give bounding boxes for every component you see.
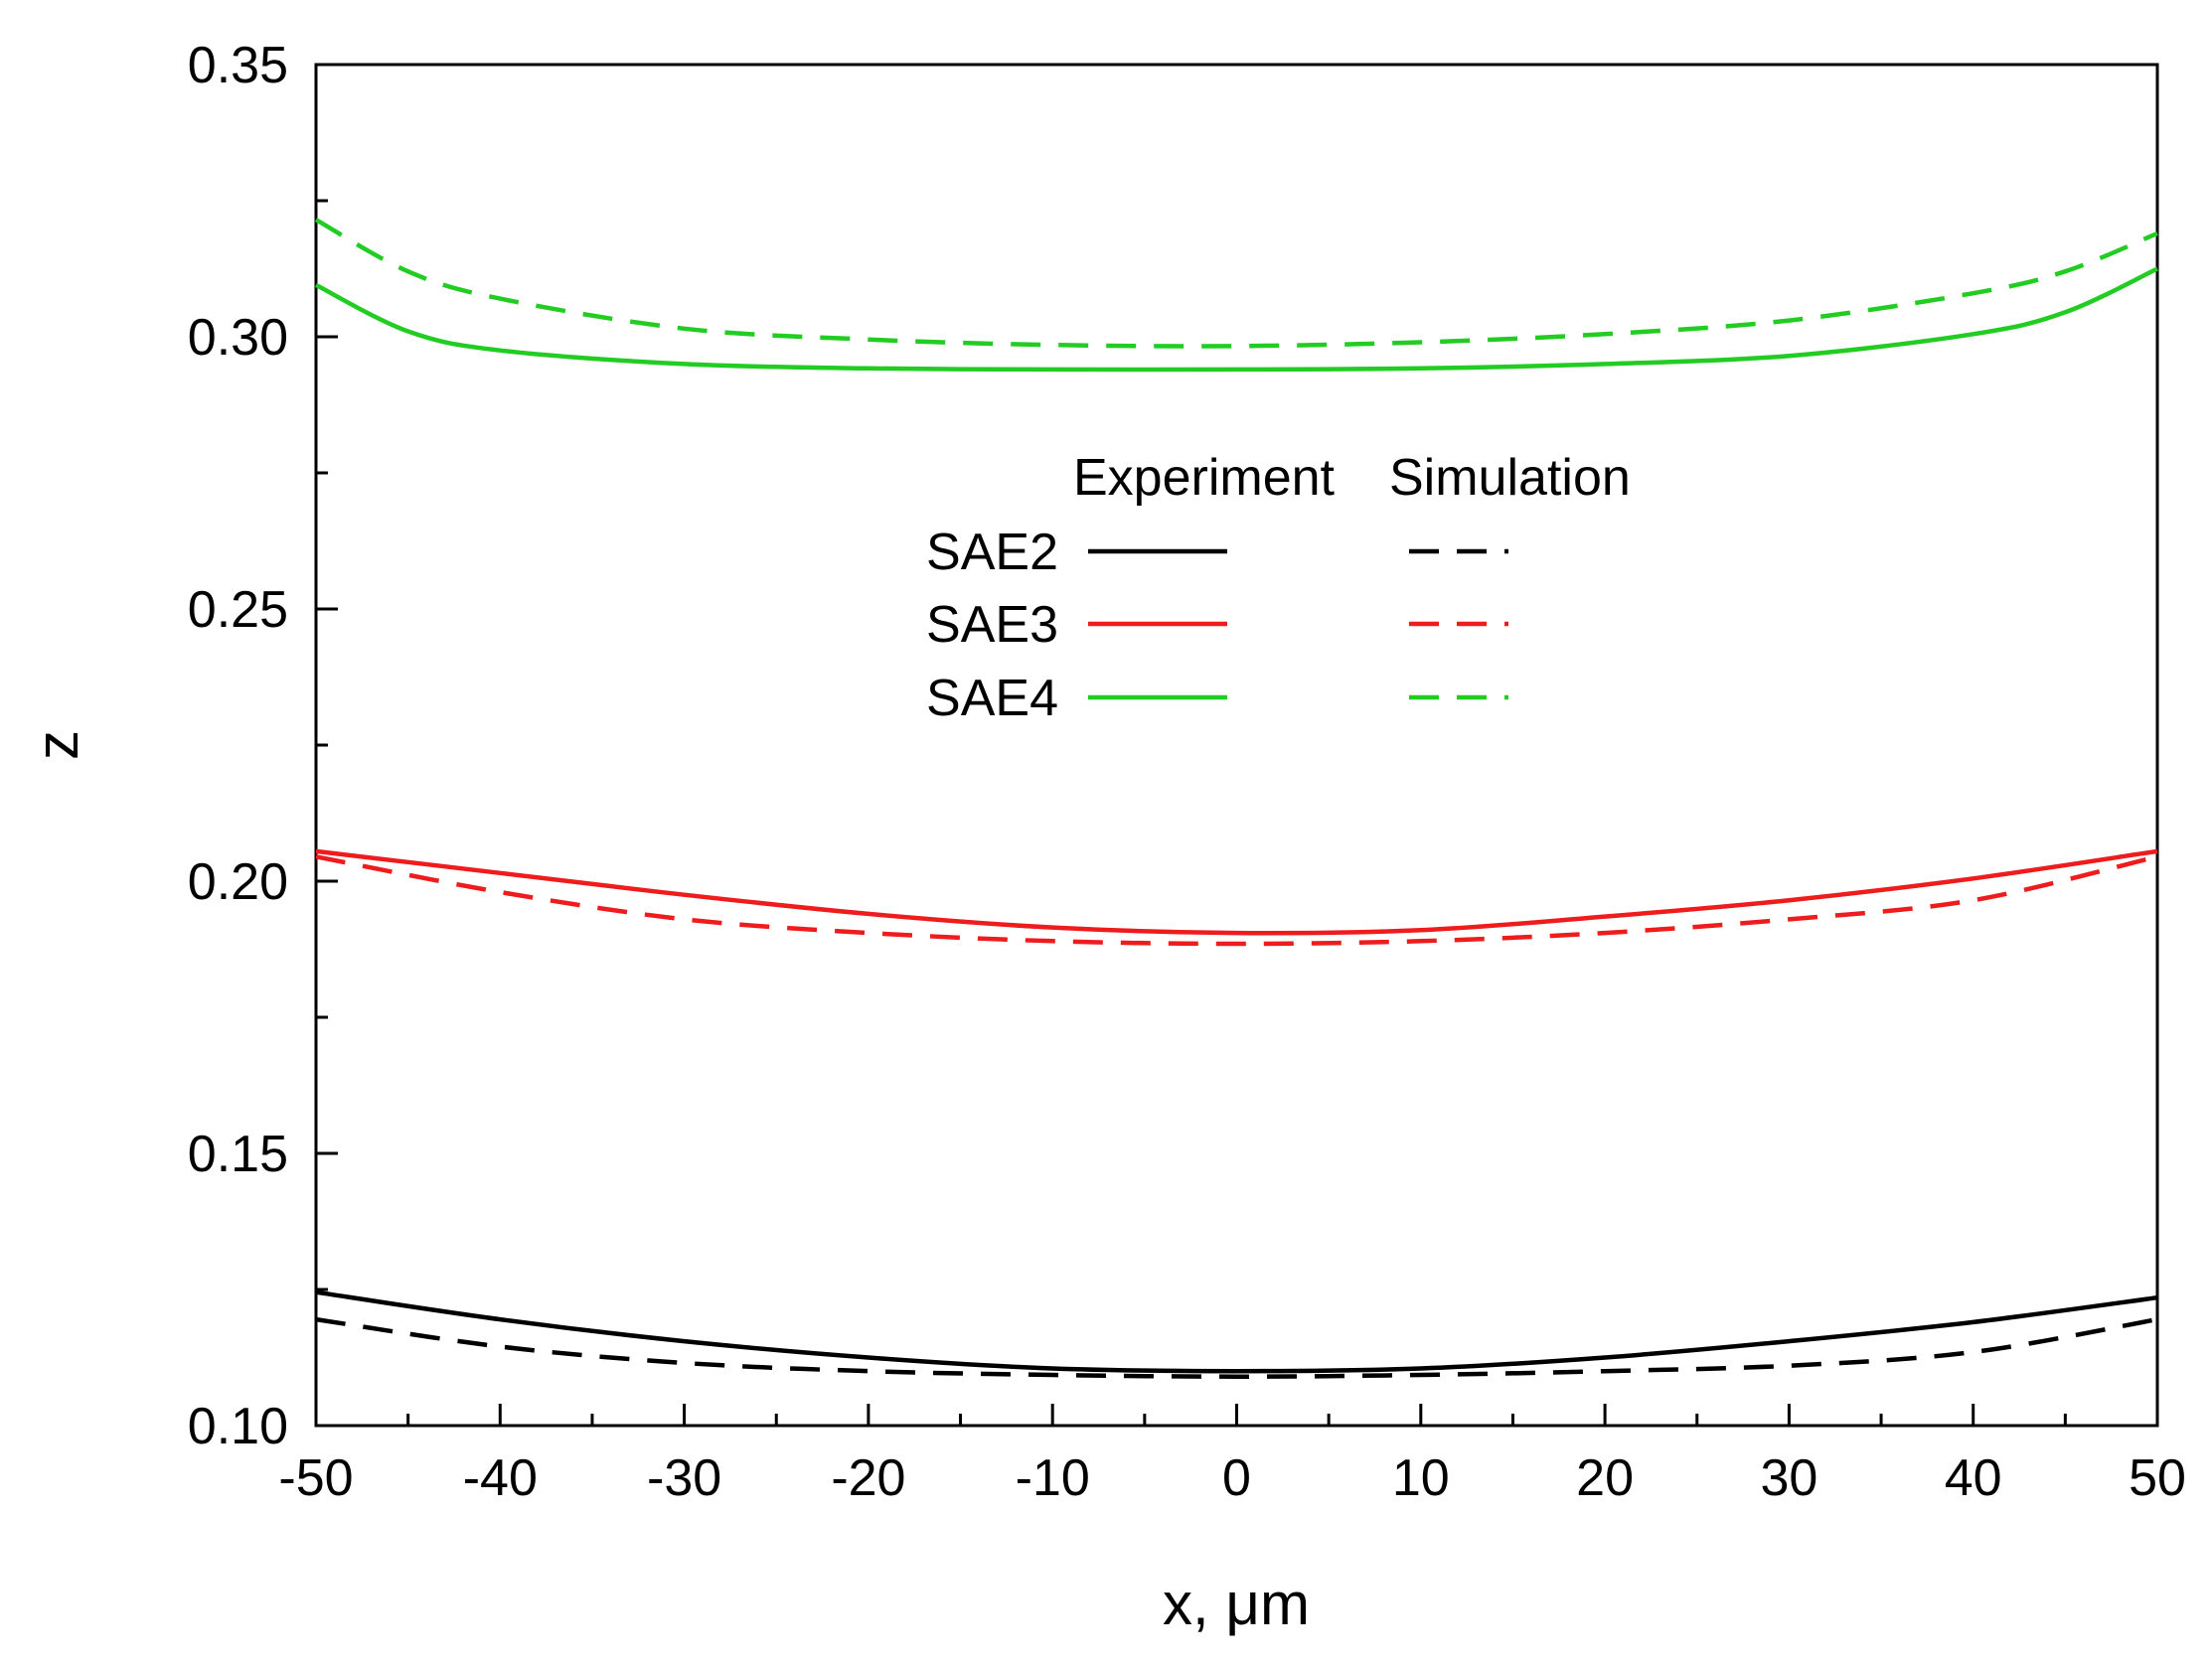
plot-frame [314, 63, 2159, 1428]
x-tick-label: 40 [1945, 1449, 2002, 1507]
legend-header-experiment: Experiment [1073, 449, 1336, 507]
x-tick-label: -20 [831, 1449, 905, 1507]
y-tick-label: 0.15 [188, 1126, 288, 1183]
series-line-sae4-simulation [314, 218, 2158, 349]
x-tick-label: 20 [1576, 1449, 1634, 1507]
y-tick-labels: 0.10 0.15 0.20 0.25 0.30 0.35 [188, 37, 288, 1455]
series-line-sae4-experiment [314, 266, 2158, 373]
x-tick-label: -30 [647, 1449, 721, 1507]
legend-label-sae4: SAE4 [926, 670, 1058, 727]
series-line-sae2-experiment [315, 1289, 2158, 1374]
legend-label-sae3: SAE3 [926, 596, 1058, 654]
x-tick-label: -50 [278, 1449, 353, 1507]
x-tick-labels: -50 -40 -30 -20 -10 0 10 20 30 40 50 [278, 1449, 2186, 1507]
y-axis-title: z [24, 730, 90, 760]
y-tick-label: 0.35 [188, 37, 288, 94]
series-lines [314, 218, 2158, 1379]
x-tick-label: 0 [1222, 1449, 1251, 1507]
series-line-sae3-experiment [315, 848, 2158, 936]
x-tick-label: 30 [1760, 1449, 1817, 1507]
x-tick-label: 50 [2129, 1449, 2186, 1507]
series-line-sae2-simulation [315, 1316, 2158, 1379]
y-tick-label: 0.20 [188, 853, 288, 911]
legend-header-simulation: Simulation [1389, 449, 1631, 507]
legend-rows: SAE2 SAE3 SAE4 [926, 524, 1508, 727]
legend: Experiment Simulation SAE2 SAE3 SAE4 [926, 449, 1631, 727]
x-axis-title: x, μm [1163, 1571, 1310, 1637]
x-tick-label: -40 [463, 1449, 538, 1507]
y-tick-label: 0.30 [188, 309, 288, 367]
axis-ticks [314, 63, 2159, 1428]
series-line-sae3-simulation [315, 854, 2158, 947]
x-tick-label: -10 [1016, 1449, 1090, 1507]
y-tick-label: 0.25 [188, 581, 288, 639]
x-tick-label: 10 [1392, 1449, 1450, 1507]
y-tick-label: 0.10 [188, 1398, 288, 1455]
legend-label-sae2: SAE2 [926, 524, 1058, 581]
